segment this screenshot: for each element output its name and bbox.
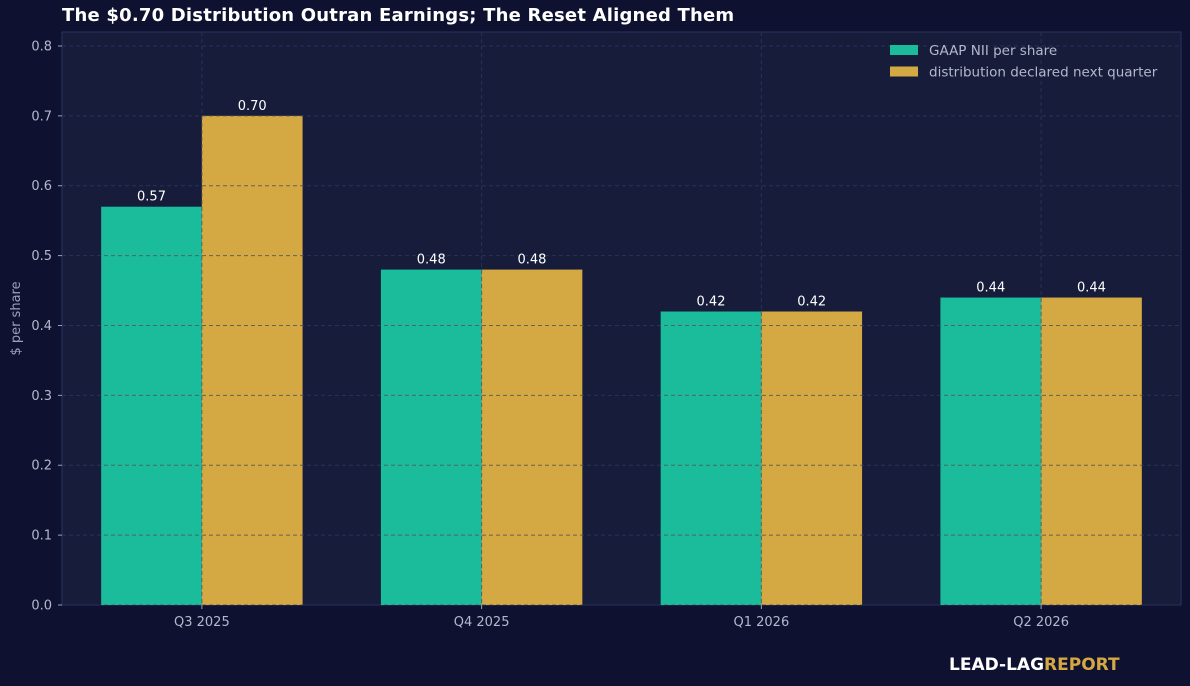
bar-value-label: 0.48 (417, 253, 446, 268)
bar-value-label: 0.70 (238, 99, 267, 114)
data-labels: 0.57 0.48 0.42 0.44 0.70 0.48 0.42 0.44 (137, 99, 1106, 310)
bar-gaap-nii (940, 297, 1042, 605)
bar-distribution (761, 311, 863, 605)
legend-swatch (890, 66, 918, 77)
bars (101, 115, 1142, 605)
chart-title: The $0.70 Distribution Outran Earnings; … (62, 5, 735, 26)
x-tick-label: Q2 2026 (1013, 615, 1069, 630)
legend-swatch (890, 45, 918, 55)
y-tick-label: 0.7 (31, 109, 52, 124)
bar-value-label: 0.42 (797, 295, 826, 310)
legend-label: GAAP NII per share (929, 43, 1057, 59)
y-tick-label: 0.3 (31, 389, 52, 404)
axes: 0.0 0.1 0.2 0.3 0.4 0.5 0.6 0.7 0.8 Q3 2025 Q4 202… (9, 39, 1069, 630)
bar-gaap-nii (101, 206, 202, 605)
y-tick-label: 0.8 (31, 39, 52, 54)
y-tick-label: 0.6 (31, 179, 52, 194)
y-axis-label: $ per share (9, 281, 24, 355)
y-tick-label: 0.4 (31, 319, 52, 334)
y-tick-label: 0.2 (31, 459, 52, 474)
y-tick-label: 0.1 (31, 529, 52, 544)
brand-logo-part1: LEAD-LAG (949, 655, 1045, 675)
bar-value-label: 0.44 (1077, 281, 1106, 296)
legend: GAAP NII per share distribution declared … (890, 43, 1158, 81)
x-tick-label: Q3 2025 (174, 615, 230, 630)
y-tick-label: 0.5 (31, 249, 52, 264)
brand-logo-part2: REPORT (1044, 655, 1120, 675)
bar-value-label: 0.57 (137, 190, 166, 205)
bar-distribution (201, 115, 303, 605)
bar-distribution (481, 269, 583, 605)
bar-value-label: 0.48 (518, 253, 547, 268)
bar-value-label: 0.44 (976, 281, 1005, 296)
y-tick-label: 0.0 (31, 599, 52, 614)
x-tick-label: Q4 2025 (454, 615, 510, 630)
brand-logo: LEAD-LAGREPORT (949, 655, 1120, 675)
bar-value-label: 0.42 (697, 295, 726, 310)
legend-label: distribution declared next quarter (929, 65, 1158, 81)
bar-gaap-nii (660, 311, 762, 605)
bar-distribution (1041, 297, 1142, 605)
bar-gaap-nii (380, 269, 482, 605)
x-tick-label: Q1 2026 (734, 615, 790, 630)
